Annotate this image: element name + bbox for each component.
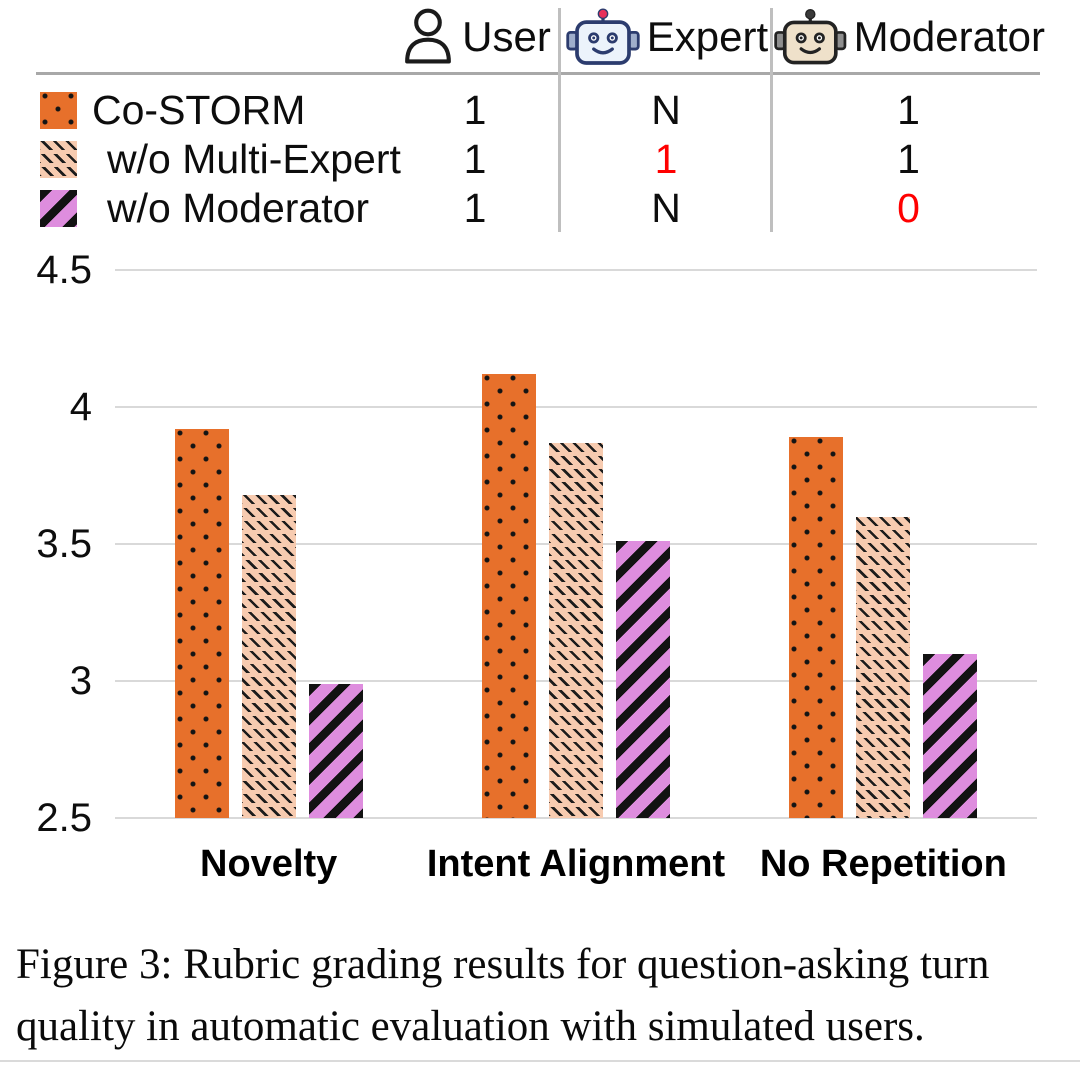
table-row: w/o Moderator 1 N 0: [0, 184, 1045, 233]
figure-caption: Figure 3: Rubric grading results for que…: [16, 934, 1068, 1058]
bar-w-o-moderator-novelty: [308, 683, 363, 818]
table-header-rule: [36, 72, 1040, 75]
bar-w-o-multi-expert-intent-alignment: [549, 442, 603, 818]
legend-table: User Expert: [0, 0, 1080, 240]
cell-user-wo-moderator: 1: [463, 185, 487, 231]
table-row: Co-STORM 1 N 1: [0, 86, 1045, 135]
y-tick-label-3.5: 3.5: [36, 522, 92, 566]
legend-table-body: Co-STORM 1 N 1 w/o Multi-Expert 1 1 1 w/…: [0, 86, 1045, 233]
cell-moderator-wo-multi-expert: 1: [897, 136, 920, 182]
y-tick-label-4: 4: [69, 385, 92, 429]
y-tick-label-4.5: 4.5: [36, 248, 92, 292]
cell-user-wo-multi-expert: 1: [463, 136, 487, 182]
series-label: w/o Multi-Expert: [107, 136, 401, 182]
bar-w-o-multi-expert-novelty: [241, 494, 296, 818]
legend-entry-co-storm: Co-STORM: [0, 87, 390, 134]
legend-entry-wo-multi-expert: w/o Multi-Expert: [0, 136, 401, 183]
bar-w-o-moderator-no-repetition: [923, 653, 978, 818]
cell-user-co-storm: 1: [463, 87, 487, 133]
column-header-expert-label: Expert: [646, 13, 769, 60]
bar-w-o-moderator-intent-alignment: [616, 541, 670, 818]
cell-expert-wo-moderator: N: [651, 185, 681, 231]
x-category-label-intent-alignment: Intent Alignment: [426, 843, 726, 885]
column-header-moderator: Moderator: [772, 2, 1045, 72]
table-row: w/o Multi-Expert 1 1 1: [0, 135, 1045, 184]
table-divider-1: [558, 8, 561, 232]
y-gridline-4.5: [115, 269, 1037, 271]
series-label: w/o Moderator: [107, 185, 370, 231]
cell-expert-co-storm: N: [651, 87, 681, 133]
series-label: Co-STORM: [92, 87, 306, 133]
swatch-dots-orange: [40, 92, 77, 129]
swatch-hatch-peach: [40, 141, 77, 178]
x-category-label-novelty: Novelty: [200, 843, 338, 885]
y-gridline-4: [115, 406, 1037, 408]
page-bottom-rule: [0, 1060, 1080, 1062]
user-icon: [405, 8, 452, 64]
caption-line-2: quality in automatic evaluation with sim…: [16, 1003, 925, 1050]
robot-moderator-icon: [774, 8, 847, 65]
column-header-moderator-label: Moderator: [853, 13, 1045, 60]
y-tick-label-3: 3: [69, 659, 92, 703]
cell-moderator-co-storm: 1: [897, 87, 920, 133]
column-header-user-label: User: [462, 13, 551, 60]
bar-co-storm-intent-alignment: [482, 374, 536, 818]
cell-moderator-wo-moderator: 0: [897, 185, 920, 231]
swatch-stripe-violet: [40, 190, 77, 227]
bar-co-storm-no-repetition: [789, 437, 844, 818]
y-tick-label-2.5: 2.5: [36, 796, 92, 840]
table-divider-2: [770, 8, 773, 232]
cell-expert-wo-multi-expert: 1: [654, 136, 678, 182]
bar-co-storm-novelty: [174, 428, 229, 818]
legend-entry-wo-moderator: w/o Moderator: [0, 185, 390, 232]
bar-chart: 4.5 4 3.5 3 2.5 Novelty Intent Alignment No Rep…: [36, 248, 1037, 885]
column-header-expert: Expert: [560, 2, 772, 72]
caption-line-1: Figure 3: Rubric grading results for que…: [16, 941, 990, 988]
bar-w-o-multi-expert-no-repetition: [856, 516, 911, 818]
legend-table-header: User Expert: [0, 2, 1045, 72]
column-header-user: User: [390, 2, 560, 72]
y-gridline-2.5: [115, 817, 1037, 819]
x-category-label-no-repetition: No Repetition: [759, 843, 1007, 885]
robot-expert-icon: [566, 8, 640, 65]
